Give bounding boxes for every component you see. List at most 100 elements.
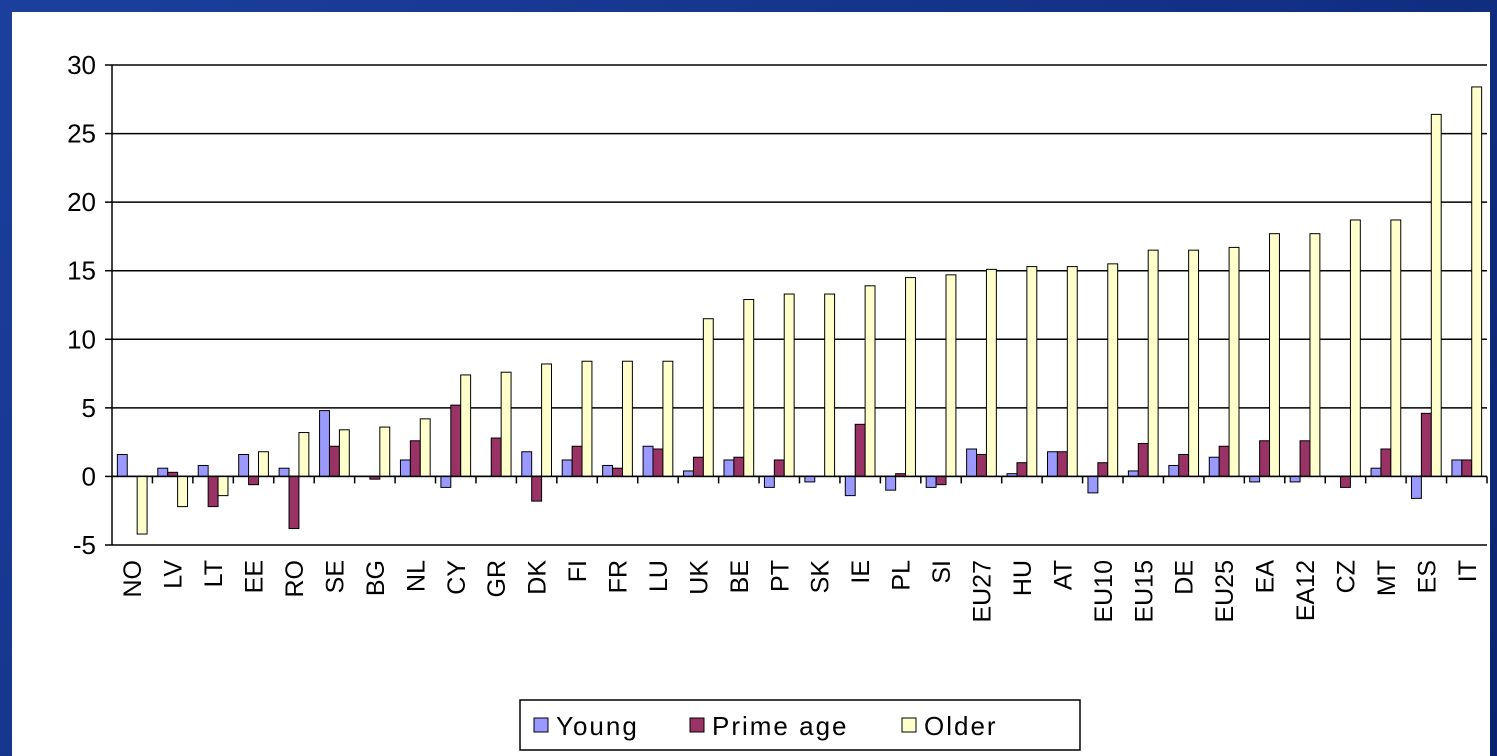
bar — [1066, 266, 1078, 477]
x-tick-label: FI — [564, 560, 592, 582]
bar — [1451, 459, 1463, 477]
bar — [1016, 462, 1028, 477]
y-tick-label: 10 — [67, 324, 96, 354]
bar — [207, 475, 219, 508]
bar — [319, 410, 330, 477]
bar — [763, 475, 775, 488]
bar — [1370, 467, 1382, 477]
bar — [783, 293, 795, 477]
x-tick-label: SK — [807, 560, 835, 594]
x-tick-label: RO — [281, 560, 309, 598]
bar — [985, 268, 997, 477]
bar — [177, 475, 189, 508]
bar — [409, 440, 421, 477]
x-tick-label: SE — [321, 560, 349, 593]
x-tick-label: NL — [402, 560, 430, 592]
x-tick-label: EA — [1252, 560, 1280, 594]
bar — [1137, 443, 1149, 477]
bar — [1299, 440, 1311, 477]
bar — [1047, 451, 1058, 477]
x-tick-label: CY — [443, 560, 471, 595]
legend-label: Prime age — [712, 711, 849, 741]
bar — [288, 475, 300, 530]
bar — [541, 363, 552, 477]
bar — [136, 475, 148, 535]
bar — [804, 475, 816, 483]
x-tick-label: LT — [200, 560, 228, 587]
bar — [692, 456, 704, 477]
x-tick-label: EU10 — [1090, 560, 1118, 623]
x-tick-label: EU25 — [1211, 560, 1239, 623]
bar — [966, 448, 978, 477]
bar — [460, 374, 472, 477]
bar — [1269, 233, 1280, 477]
bar — [278, 467, 290, 477]
bar — [1249, 475, 1261, 483]
legend-label: Older — [924, 711, 998, 741]
y-tick-label: 5 — [82, 393, 96, 423]
legend-swatch — [533, 717, 549, 733]
x-tick-label: PT — [766, 560, 794, 592]
legend-box — [519, 699, 1081, 751]
bar — [1380, 448, 1392, 477]
bar — [581, 360, 593, 477]
x-tick-label: LU — [645, 560, 673, 592]
bar — [500, 371, 512, 477]
x-tick-label: EU27 — [968, 560, 996, 623]
bar — [1026, 266, 1038, 477]
x-tick-label: EE — [241, 560, 269, 593]
bar — [571, 445, 583, 477]
x-tick-label: BE — [726, 560, 754, 593]
bar — [379, 426, 391, 477]
bar — [945, 274, 957, 477]
bar — [621, 360, 633, 477]
bar — [238, 453, 250, 477]
x-tick-label: ES — [1413, 560, 1441, 593]
bar — [1178, 453, 1190, 477]
x-tick-label: AT — [1049, 560, 1077, 590]
y-tick-label: -5 — [73, 530, 96, 560]
bar — [217, 475, 229, 497]
bar — [773, 459, 785, 477]
x-tick-label: PL — [888, 560, 916, 591]
bar — [257, 451, 269, 477]
bar — [1420, 412, 1432, 477]
bar — [864, 285, 876, 477]
bar — [328, 445, 340, 477]
bar — [743, 299, 755, 477]
x-tick-label: BG — [362, 560, 390, 596]
bar — [602, 464, 614, 477]
x-tick-label: HU — [1009, 560, 1037, 596]
bar — [531, 475, 543, 502]
y-tick-label: 15 — [67, 256, 96, 286]
bar — [1340, 475, 1351, 488]
y-tick-label: 20 — [67, 187, 96, 217]
x-tick-label: IE — [847, 560, 875, 584]
bar — [733, 456, 745, 477]
x-tick-label: UK — [685, 560, 713, 595]
bar — [450, 404, 462, 477]
x-tick-label: LV — [160, 560, 188, 589]
legend-swatch — [901, 717, 917, 733]
bar — [1349, 219, 1361, 477]
bar — [1461, 459, 1473, 477]
bar — [925, 475, 937, 488]
y-tick-label: 0 — [82, 461, 96, 491]
bar — [116, 453, 128, 477]
bar — [197, 464, 209, 477]
bar — [824, 293, 836, 477]
legend-swatch — [689, 717, 705, 733]
x-tick-label: GR — [483, 560, 511, 598]
bar — [642, 445, 654, 477]
x-tick-label: DK — [524, 560, 552, 595]
legend-label: Young — [556, 711, 639, 741]
bar — [854, 423, 866, 477]
x-tick-label: CZ — [1332, 560, 1360, 593]
x-tick-label: NO — [119, 560, 147, 598]
bar — [1410, 475, 1422, 499]
bar — [1107, 263, 1119, 477]
bar — [844, 475, 856, 497]
bar — [1188, 249, 1200, 477]
bar — [1097, 462, 1109, 477]
